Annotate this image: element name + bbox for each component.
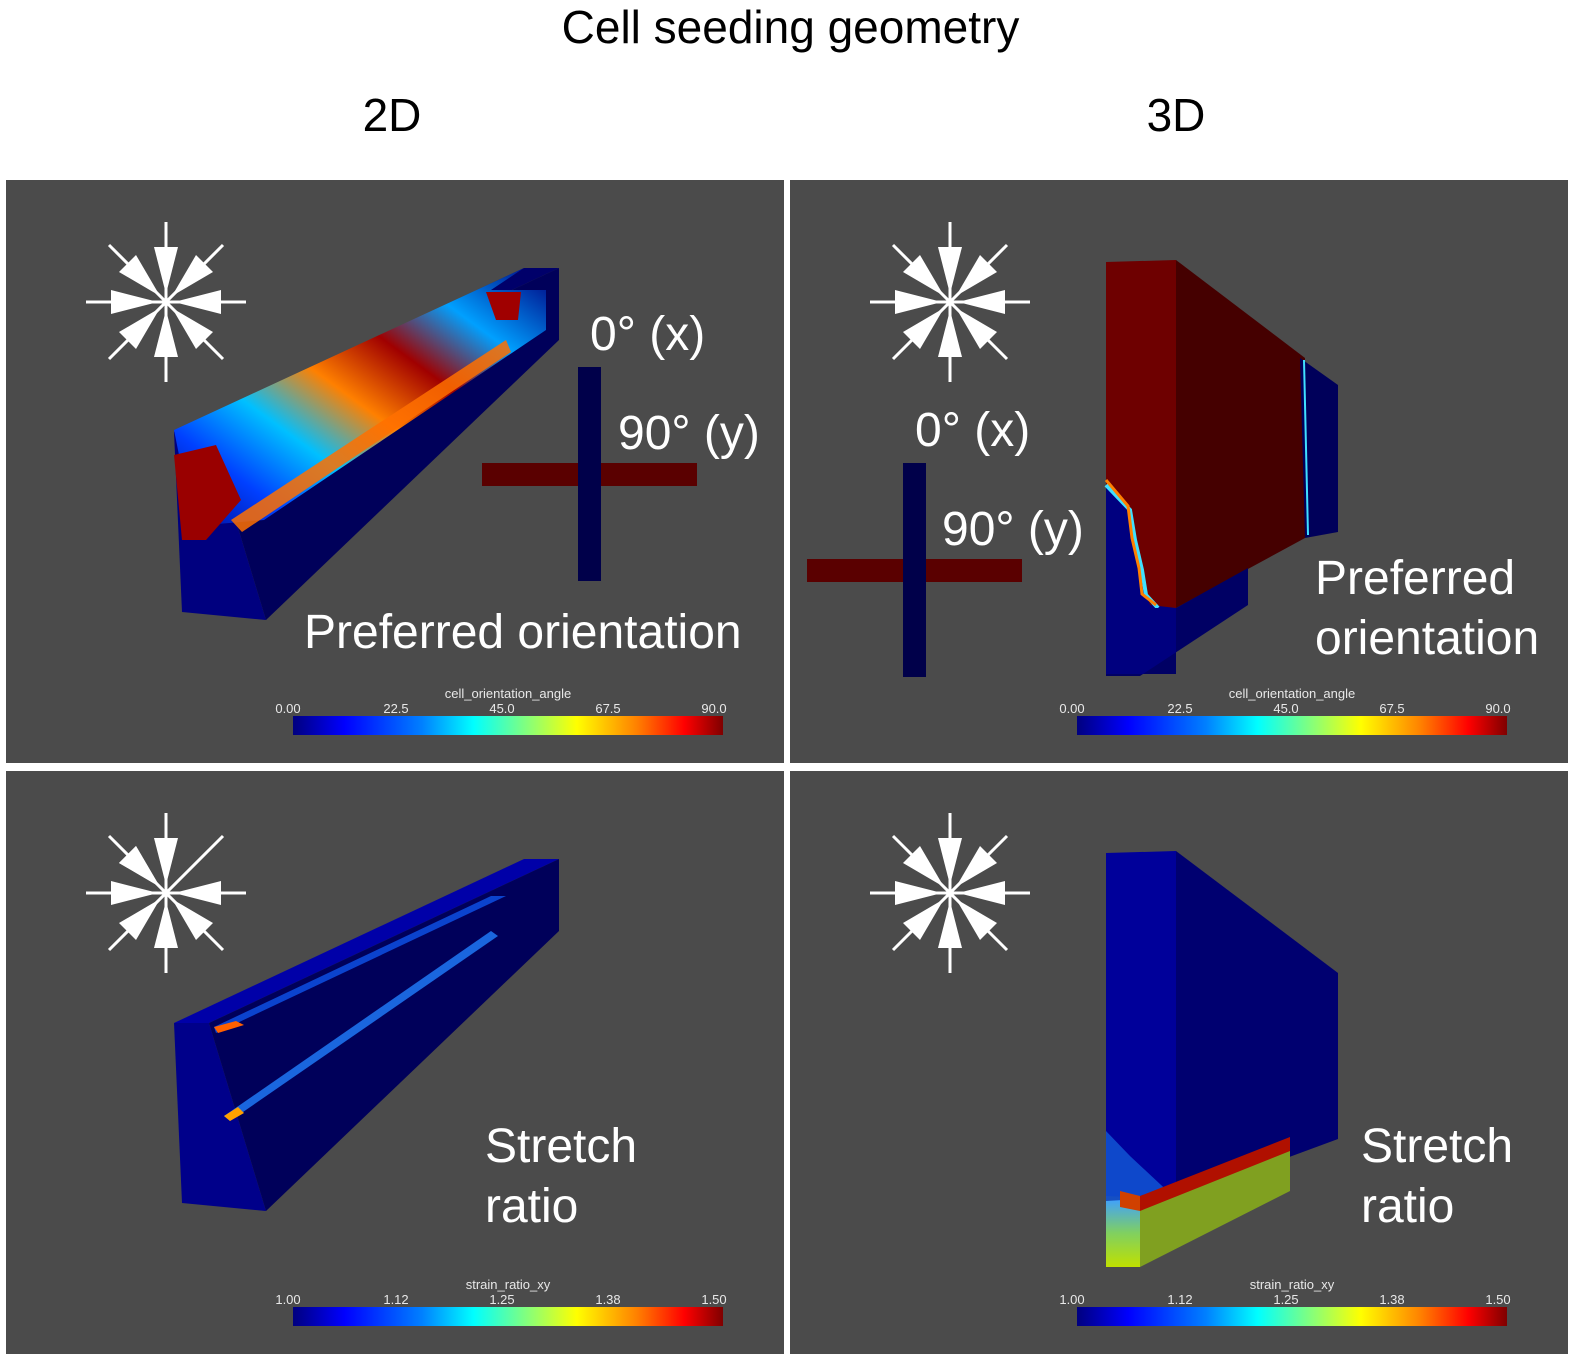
axis-label-y: 90° (y) [618, 407, 760, 460]
colorbar-tick: 0.00 [1059, 701, 1085, 716]
panel-label-line: Stretch [485, 1120, 638, 1173]
compass-icon [86, 222, 246, 382]
colorbar-tick: 67.5 [595, 701, 621, 716]
scene-2d-stretch [86, 813, 559, 1211]
compass-icon [870, 813, 1030, 973]
compass-icon [870, 222, 1030, 382]
axis-label-x: 0° (x) [915, 404, 1031, 457]
beam-2d-stretch [174, 859, 559, 1211]
colorbar-gradient [293, 716, 723, 735]
colorbar-tick: 1.38 [1379, 1292, 1405, 1307]
colorbar: cell_orientation_angle 0.00 22.5 45.0 67… [275, 686, 727, 738]
colorbar-tick: 1.50 [701, 1292, 727, 1307]
panel-3d-orientation: 0° (x) 90° (y) Preferred orientation cel… [790, 180, 1568, 763]
compass-icon [86, 813, 246, 973]
colorbar-title: cell_orientation_angle [1228, 686, 1356, 701]
colorbar-tick: 1.25 [1273, 1292, 1299, 1307]
colorbar-tick: 1.38 [595, 1292, 621, 1307]
colorbar-tick: 1.50 [1485, 1292, 1511, 1307]
scene-2d-orientation [86, 222, 697, 620]
column-heading-2d: 2D [362, 89, 422, 141]
colorbar-gradient [293, 1307, 723, 1326]
orientation-cross [482, 367, 697, 581]
axis-label-y: 90° (y) [942, 503, 1084, 556]
colorbar-tick: 0.00 [275, 701, 301, 716]
orientation-cross [807, 463, 1022, 677]
panel-2d-orientation: 0° (x) 90° (y) Preferred orientation cel… [6, 180, 784, 763]
colorbar-title: strain_ratio_xy [1249, 1277, 1335, 1292]
colorbar-tick: 45.0 [489, 701, 515, 716]
panel-label: Preferred orientation [1315, 549, 1539, 669]
colorbar-gradient [1077, 1307, 1507, 1326]
panel-label: Stretch ratio [1361, 1117, 1513, 1237]
colorbar: strain_ratio_xy 1.00 1.12 1.25 1.38 1.50 [275, 1277, 727, 1329]
panel-label: Preferred orientation [304, 606, 742, 659]
colorbar-title: strain_ratio_xy [465, 1277, 551, 1292]
colorbar: strain_ratio_xy 1.00 1.12 1.25 1.38 1.50 [1059, 1277, 1511, 1329]
axis-label-x: 0° (x) [590, 308, 706, 361]
colorbar-tick: 90.0 [1485, 701, 1511, 716]
panel-label-line: ratio [485, 1180, 579, 1233]
scene-3d-stretch [870, 813, 1338, 1267]
colorbar-tick: 1.12 [383, 1292, 409, 1307]
figure-title: Cell seeding geometry [561, 1, 1020, 53]
beam-2d-orientation [174, 268, 559, 620]
colorbar-tick: 1.12 [1167, 1292, 1193, 1307]
panel-label-line: Preferred [1315, 552, 1516, 605]
colorbar-tick: 22.5 [1167, 701, 1193, 716]
colorbar-title: cell_orientation_angle [444, 686, 572, 701]
panel-label-line: ratio [1361, 1180, 1455, 1233]
colorbar-tick: 1.25 [489, 1292, 515, 1307]
colorbar-tick: 1.00 [275, 1292, 301, 1307]
panel-label: Stretch ratio [485, 1117, 637, 1237]
colorbar-tick: 67.5 [1379, 701, 1405, 716]
panel-3d-stretch: Stretch ratio strain_ratio_xy 1.00 1.12 … [790, 771, 1568, 1354]
colorbar-tick: 90.0 [701, 701, 727, 716]
panel-label-line: Stretch [1361, 1120, 1514, 1173]
colorbar-tick: 45.0 [1273, 701, 1299, 716]
colorbar-gradient [1077, 716, 1507, 735]
colorbar-tick: 1.00 [1059, 1292, 1085, 1307]
panel-label-line: orientation [1315, 612, 1540, 665]
colorbar-tick: 22.5 [383, 701, 409, 716]
scene-3d-orientation [807, 222, 1338, 677]
block-3d-orientation [1104, 260, 1338, 676]
column-heading-3d: 3D [1146, 89, 1206, 141]
colorbar: cell_orientation_angle 0.00 22.5 45.0 67… [1059, 686, 1511, 738]
block-3d-stretch [1106, 851, 1338, 1267]
panel-2d-stretch: Stretch ratio strain_ratio_xy 1.00 1.12 … [6, 771, 784, 1354]
